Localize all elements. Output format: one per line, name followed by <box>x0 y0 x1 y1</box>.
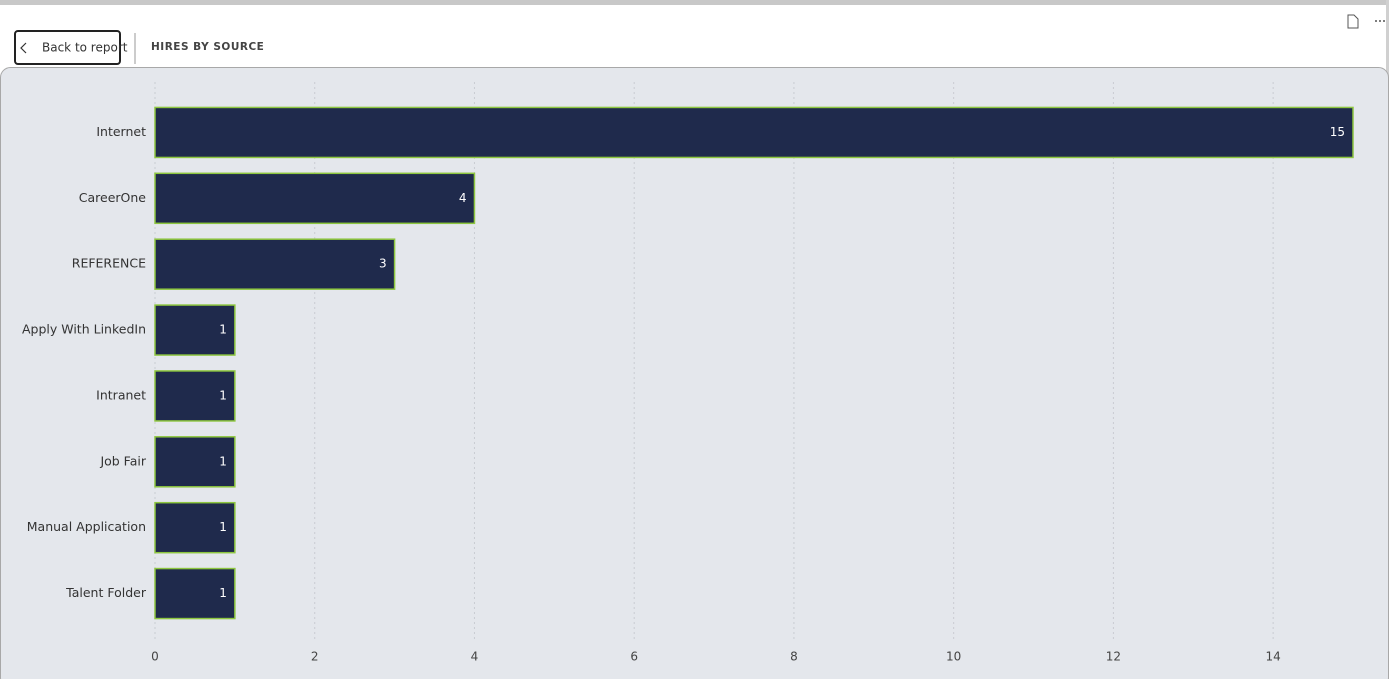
x-tick-label: 10 <box>946 650 961 664</box>
y-tick-label: Apply With LinkedIn <box>22 322 146 337</box>
chart: 0 2 4 6 8 10 12 14 Internet 15 CareerOne 4 REFERENCE… <box>22 82 1354 664</box>
back-arrow[interactable] <box>20 42 27 54</box>
x-tick-label: 14 <box>1265 650 1280 664</box>
back-button-label[interactable]: Back to report <box>42 41 128 55</box>
dot[interactable] <box>1379 20 1381 22</box>
bar <box>154 238 396 290</box>
y-tick-label: CareerOne <box>79 190 147 205</box>
more-options[interactable] <box>1375 20 1385 22</box>
y-tick-label: Job Fair <box>99 453 146 468</box>
data-label: 3 <box>379 257 387 271</box>
bar <box>154 436 236 488</box>
x-tick-label: 2 <box>311 650 319 664</box>
data-label: 15 <box>1330 125 1345 139</box>
y-tick-label: Talent Folder <box>65 585 147 600</box>
bar <box>154 106 1354 159</box>
visual-title: HIRES BY SOURCE <box>151 41 264 53</box>
y-tick-label: Intranet <box>96 387 146 402</box>
bar <box>154 501 236 554</box>
file-icon[interactable] <box>1347 14 1359 29</box>
dot[interactable] <box>1383 20 1385 22</box>
top-strip <box>0 0 1389 5</box>
data-label: 1 <box>219 323 227 337</box>
y-tick-label: Manual Application <box>27 519 146 534</box>
y-tick-label: Internet <box>96 124 146 139</box>
bar <box>154 304 236 356</box>
x-tick-label: 0 <box>151 650 159 664</box>
bar <box>154 370 236 422</box>
bar <box>154 172 476 225</box>
back-button[interactable]: Back to report <box>14 30 128 65</box>
y-tick-label: REFERENCE <box>72 256 146 271</box>
x-tick-label: 8 <box>790 650 798 664</box>
data-label: 1 <box>219 520 227 534</box>
data-label: 1 <box>219 388 227 402</box>
x-tick-label: 12 <box>1106 650 1121 664</box>
x-tick-label: 4 <box>471 650 479 664</box>
data-label: 1 <box>219 586 227 600</box>
data-label: 1 <box>219 454 227 468</box>
back-button-frame[interactable] <box>14 30 121 65</box>
dot[interactable] <box>1375 20 1377 22</box>
bar <box>154 567 236 620</box>
x-tick-label: 6 <box>630 650 638 664</box>
data-label: 4 <box>459 191 467 205</box>
file-icon-shape[interactable] <box>1347 14 1359 29</box>
